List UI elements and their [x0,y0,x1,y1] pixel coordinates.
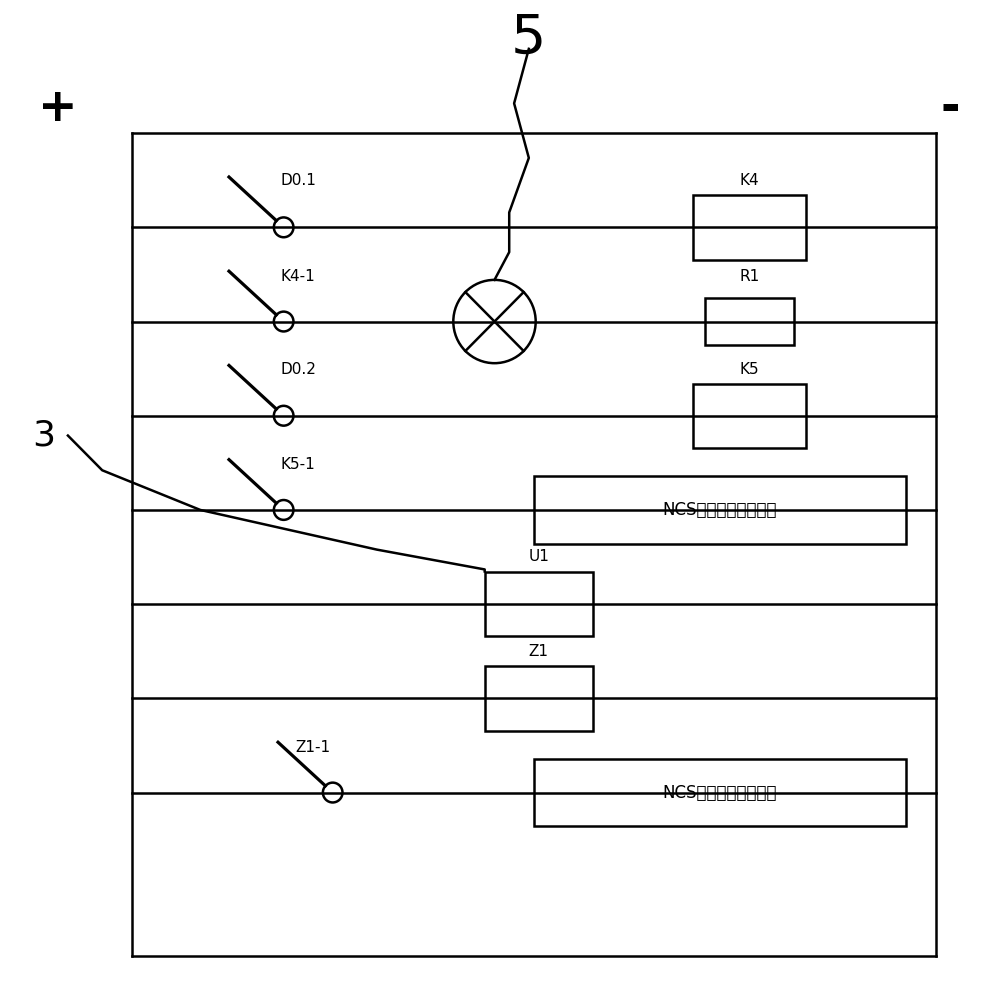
Bar [485,572,592,636]
Bar [705,298,793,345]
Text: Z1: Z1 [529,644,549,659]
Bar [693,195,806,260]
Bar [693,384,806,448]
Text: -: - [941,86,960,131]
Text: R1: R1 [740,269,760,284]
Text: K4-1: K4-1 [281,269,315,284]
Text: K5-1: K5-1 [281,457,315,472]
Text: D0.1: D0.1 [281,173,316,188]
Text: 5: 5 [511,12,547,66]
Text: NCS直流失电报警信号: NCS直流失电报警信号 [663,784,777,802]
Text: NCS多点接地报警信号: NCS多点接地报警信号 [663,501,777,519]
Text: +: + [39,86,78,131]
Bar [534,476,906,544]
Text: U1: U1 [528,549,549,564]
Bar [485,666,592,731]
Text: D0.2: D0.2 [281,362,316,377]
Text: Z1-1: Z1-1 [296,740,330,755]
Text: K5: K5 [740,362,760,377]
Text: 3: 3 [32,419,55,453]
Text: K4: K4 [740,173,760,188]
Bar [534,759,906,826]
